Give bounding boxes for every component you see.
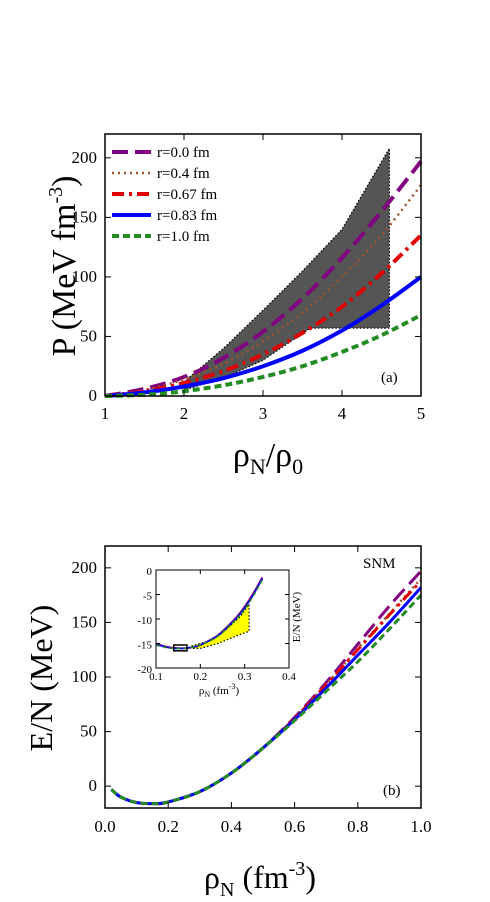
panel-b-y-tick-label: 0 (89, 776, 98, 795)
panel-b-x-tick-label: 0.4 (221, 817, 243, 836)
panel-b-y-tick-label: 50 (80, 722, 97, 741)
panel-b-x-tick-label: 0.8 (347, 817, 368, 836)
inset-ticks: 0.1 0.2 0.3 0.4 -20 -15 -10 -5 0 (137, 566, 296, 683)
inset-series-layer (155, 576, 264, 652)
panel-a-x-axis-label: ρN/ρ0 (233, 437, 303, 479)
panel-a-y-tick-label: 100 (72, 267, 98, 286)
inset-x-tick-label: 0.2 (193, 671, 207, 683)
panel-b-y-tick-label: 100 (72, 667, 98, 686)
panel-a-x-tick-label: 3 (259, 404, 268, 423)
panel-b: 0.0 0.2 0.4 0.6 0.8 1.0 0 50 100 150 200 SNM (b) E… (23, 545, 432, 901)
panel-a-constraint-band (183, 146, 390, 391)
panel-b-y-axis-label: E/N (MeV) (23, 605, 59, 752)
panel-a-series-r-1-0-fm (104, 313, 422, 398)
panel-b-annotation: SNM (363, 556, 396, 572)
inset-y-tick-label: -15 (137, 640, 152, 652)
panel-a-band-layer (183, 146, 390, 391)
inset-x-axis-label: ρN (fm-3) (199, 682, 240, 699)
panel-b-x-tick-label: 0.2 (158, 817, 179, 836)
panel-a-x-tick-label: 1 (101, 404, 110, 423)
inset-background (156, 570, 289, 668)
panel-b-x-tick-label: 0.6 (284, 817, 305, 836)
panel-b-series-r-1-0-fm (110, 594, 423, 806)
inset-y-tick-label: -10 (137, 615, 152, 627)
inset-x-tick-label: 0.4 (282, 671, 296, 683)
panel-a-x-tick-label: 5 (417, 404, 426, 423)
panel-a-x-tick-label: 4 (338, 404, 347, 423)
panel-a-y-tick-label: 0 (89, 386, 98, 405)
legend-entry-r-0-67-fm: r=0.67 fm (157, 187, 217, 203)
legend-entry-r-1-0-fm: r=1.0 fm (157, 229, 210, 245)
panel-b-x-tick-label: 0.0 (94, 817, 115, 836)
inset-y-tick-label: -5 (143, 591, 153, 603)
panel-b-y-tick-label: 150 (72, 612, 98, 631)
panel-b-x-axis-label: ρN (fm-3) (204, 858, 316, 901)
panel-a-series-r-0-4-fm (104, 184, 422, 398)
legend-entry-r-0-83-fm: r=0.83 fm (157, 208, 217, 224)
panel-a-y-tick-label: 150 (72, 207, 98, 226)
panel-a-y-tick-label: 50 (80, 326, 97, 345)
panel-a-x-tick-label: 2 (180, 404, 189, 423)
inset-y-tick-label: 0 (147, 566, 153, 578)
inset-y-axis-label: E/N (MeV) (291, 591, 303, 642)
panel-b-ticks: 0.0 0.2 0.4 0.6 0.8 1.0 0 50 100 150 200 (72, 546, 432, 836)
panel-a-series-r-0-0-fm (104, 160, 423, 398)
panel-b-y-tick-label: 200 (72, 558, 98, 577)
panel-b-series-layer (110, 570, 423, 806)
panel-a-series-r-0-83-fm (104, 275, 423, 398)
inset-y-tick-label: -20 (137, 664, 152, 676)
inset-saturation-box (172, 644, 188, 652)
inset-x-tick-label: 0.1 (149, 671, 163, 683)
panel-b-label: (b) (383, 783, 401, 799)
panel-b-x-tick-label: 1.0 (410, 817, 431, 836)
inset-x-tick-label: 0.3 (238, 671, 252, 683)
panel-a-y-axis-label: P (MeV fm-3) (45, 176, 83, 357)
panel-a-series-layer (104, 160, 423, 398)
legend-entry-r-0-0-fm: r=0.0 fm (157, 145, 210, 161)
panel-a-legend: r=0.0 fm r=0.4 fm r=0.67 fm r=0.83 fm r=1.0 … (112, 145, 217, 245)
panel-b-inset: 0.1 0.2 0.3 0.4 -20 -15 -10 -5 0 E/N (MeV) ρN (f… (137, 566, 303, 699)
panel-a-y-tick-label: 200 (72, 148, 98, 167)
legend-entry-r-0-4-fm: r=0.4 fm (157, 166, 210, 182)
panel-a-label: (a) (381, 370, 398, 386)
inset-series-r-1-0-fm (155, 579, 264, 650)
